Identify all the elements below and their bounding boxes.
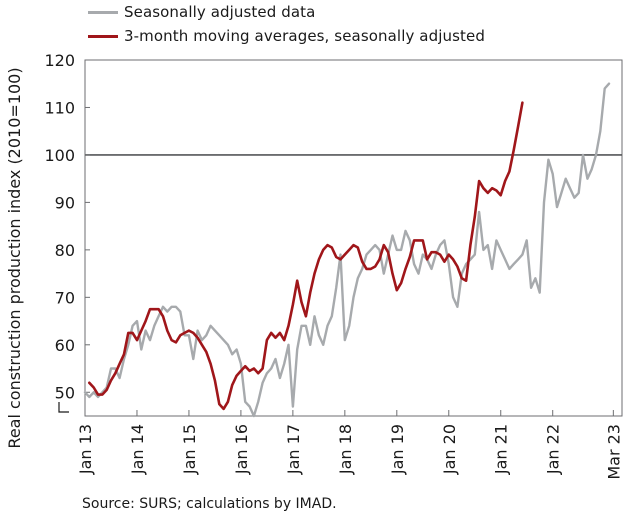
x-tick-label: Jan 13 <box>76 424 95 475</box>
x-tick-label: Jan 19 <box>388 424 407 475</box>
y-tick-label: 110 <box>44 98 75 117</box>
series-line-moving-average <box>88 101 524 411</box>
x-tick-label: Jan 15 <box>180 424 199 475</box>
series-line-seasonally-adjusted <box>83 82 611 418</box>
source-note: Source: SURS; calculations by IMAD. <box>82 496 337 512</box>
y-axis-title: Real construction production index (2010… <box>5 67 24 448</box>
y-tick-label: 90 <box>55 193 75 212</box>
legend-swatch-red <box>88 34 118 38</box>
legend-swatch-gray <box>88 10 118 14</box>
plot-frame <box>84 59 623 417</box>
x-tick-label: Jan 22 <box>544 424 563 475</box>
y-tick-label: 60 <box>55 336 75 355</box>
legend-label: Seasonally adjusted data <box>124 3 316 21</box>
x-tick-label: Jan 21 <box>492 424 511 475</box>
y-tick-label: 80 <box>55 241 75 260</box>
x-tick-label: Jan 18 <box>336 424 355 475</box>
y-tick-label: 70 <box>55 288 75 307</box>
x-tick-label: Mar 23 <box>604 424 623 480</box>
y-tick-label: 50 <box>55 383 75 402</box>
x-tick-label: Jan 16 <box>232 424 251 475</box>
legend-item-seasonally-adjusted: Seasonally adjusted data <box>88 1 315 23</box>
legend-item-moving-average: 3-month moving averages, seasonally adju… <box>88 25 485 47</box>
x-tick-label: Jan 17 <box>284 424 303 475</box>
legend-label: 3-month moving averages, seasonally adju… <box>124 27 485 45</box>
x-tick-label: Jan 14 <box>128 424 147 475</box>
y-tick-label: 100 <box>44 146 75 165</box>
x-tick-label: Jan 20 <box>440 424 459 475</box>
y-tick-label: 120 <box>44 51 75 70</box>
axis-break-mark <box>58 402 69 413</box>
